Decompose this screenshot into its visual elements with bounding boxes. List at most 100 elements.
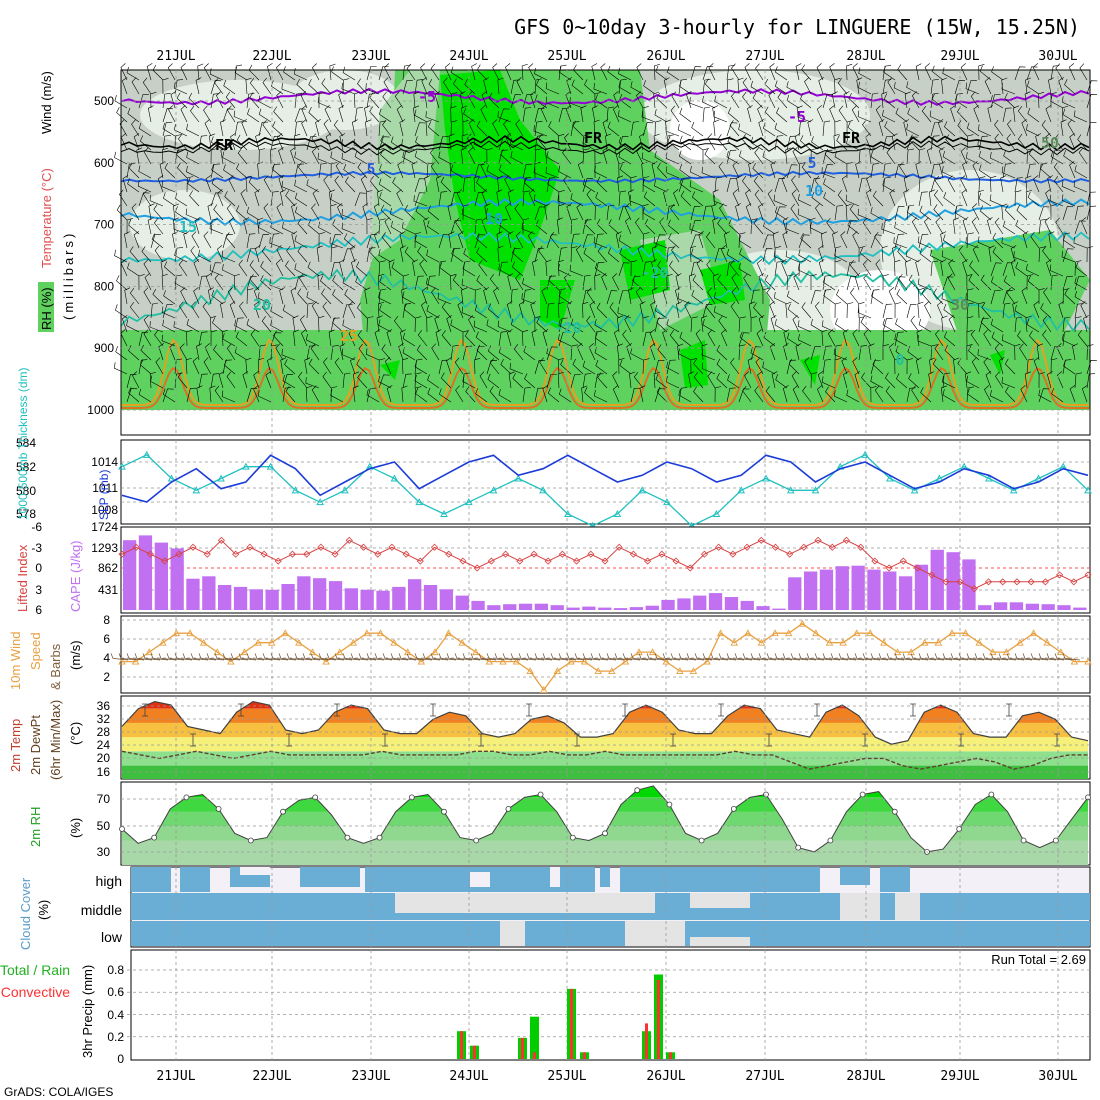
y-tick-label: 50 (97, 819, 111, 833)
freezing-level-contour (120, 134, 1090, 152)
wind-barb (406, 63, 416, 81)
cloud-high-gap (240, 867, 270, 875)
thickness-marker (266, 462, 275, 470)
rh-marker (634, 787, 641, 794)
wind-barb (158, 343, 165, 361)
thickness-marker (935, 474, 944, 482)
wind-marker (676, 667, 684, 675)
wind-barb (841, 175, 848, 193)
surface-wind-barb (542, 653, 561, 661)
wind-barb (522, 329, 529, 347)
top-date-label: 21JUL (156, 49, 195, 64)
wind-barb (650, 301, 656, 319)
wind-barb (402, 274, 410, 291)
surface-wind-barb (494, 653, 513, 661)
wind-barb (528, 189, 536, 207)
cloud-high-gap (1000, 868, 1060, 874)
wind-barb (546, 347, 560, 361)
y-tick-label: 0 (117, 1052, 124, 1066)
wind-barb (743, 273, 752, 291)
wind-barb (918, 191, 928, 207)
wind-barb (870, 207, 884, 221)
cape-bar (202, 576, 216, 610)
wind-barb (353, 371, 360, 389)
cloud-middle-gap (840, 893, 880, 920)
wind-barb (618, 78, 627, 95)
wind-barb (878, 119, 885, 137)
surface-wind-barb (318, 653, 337, 661)
wind-barb (570, 344, 578, 361)
wind-barb (582, 301, 589, 319)
wind-barb (307, 261, 320, 277)
wind-marker (281, 629, 290, 637)
wind-barb (978, 150, 992, 165)
wind-barb (617, 307, 632, 319)
wind-barb (342, 319, 356, 333)
wind-barb (701, 315, 708, 333)
wind-barb (994, 217, 1004, 235)
wind-barb (1045, 189, 1052, 207)
wind-barb (592, 105, 598, 123)
wind-barb (565, 91, 572, 109)
wind-barb (297, 218, 308, 235)
wind-barb (391, 261, 404, 277)
wind-barb (794, 133, 801, 151)
wind-barb (217, 189, 224, 207)
wind-barb (816, 63, 824, 81)
wind-barb (174, 123, 188, 137)
wind-barb (958, 245, 968, 263)
wind-barb (162, 121, 173, 137)
dewpoint-line (121, 750, 1088, 770)
surface-wind-barb (806, 653, 825, 661)
wind-barb (582, 289, 592, 305)
wind-barb (866, 175, 872, 193)
wind-barb (739, 248, 752, 263)
wind-barb (1075, 261, 1088, 277)
wind-barb (870, 150, 884, 165)
wind-barb (845, 194, 860, 207)
wind-barb (594, 274, 601, 291)
wind-barb (727, 374, 740, 389)
wind-barb (379, 276, 392, 291)
wind-barb (528, 63, 536, 81)
wind-barb (1062, 232, 1070, 249)
wind-barb (1019, 343, 1028, 361)
wind-barb (580, 105, 587, 123)
wind-barb (357, 330, 368, 347)
wind-barb (811, 191, 824, 207)
y-tick-label: 1000 (87, 403, 114, 417)
wind-barb (388, 259, 395, 277)
wind-barb (642, 331, 653, 347)
wind-barb (617, 175, 624, 193)
wind-barb (333, 120, 344, 137)
wind-barb (380, 135, 392, 151)
wind-barb (915, 357, 922, 375)
wind-barb (1063, 234, 1076, 249)
lifted-index-marker (1084, 571, 1092, 579)
wind-barb (617, 110, 632, 123)
wind-barb (390, 136, 404, 151)
wind-barb (396, 105, 404, 123)
wind-barb (906, 136, 918, 151)
wind-barb (164, 162, 176, 179)
wind-barb (943, 331, 956, 347)
wind-barb (246, 206, 260, 221)
surface-wind-barb (438, 653, 457, 661)
wind-barb (325, 133, 332, 151)
wind-label-1: 10m Wind (8, 631, 23, 690)
wind-barb (475, 331, 488, 347)
wind-barb (859, 247, 872, 263)
wind-barb (679, 135, 692, 151)
cape-bar (772, 608, 786, 610)
wind-barb (800, 135, 812, 151)
lifted-index-marker (857, 543, 865, 551)
lifted-index-marker (203, 550, 211, 558)
bottom-date-label: 23JUL (351, 1069, 390, 1084)
wind-barb (530, 301, 536, 319)
wind-barb (618, 290, 629, 305)
wind-barb (1083, 315, 1089, 333)
rh-marker (730, 806, 737, 812)
wind-barb (677, 124, 692, 137)
wind-barb (116, 275, 128, 291)
wind-barb (280, 189, 286, 207)
